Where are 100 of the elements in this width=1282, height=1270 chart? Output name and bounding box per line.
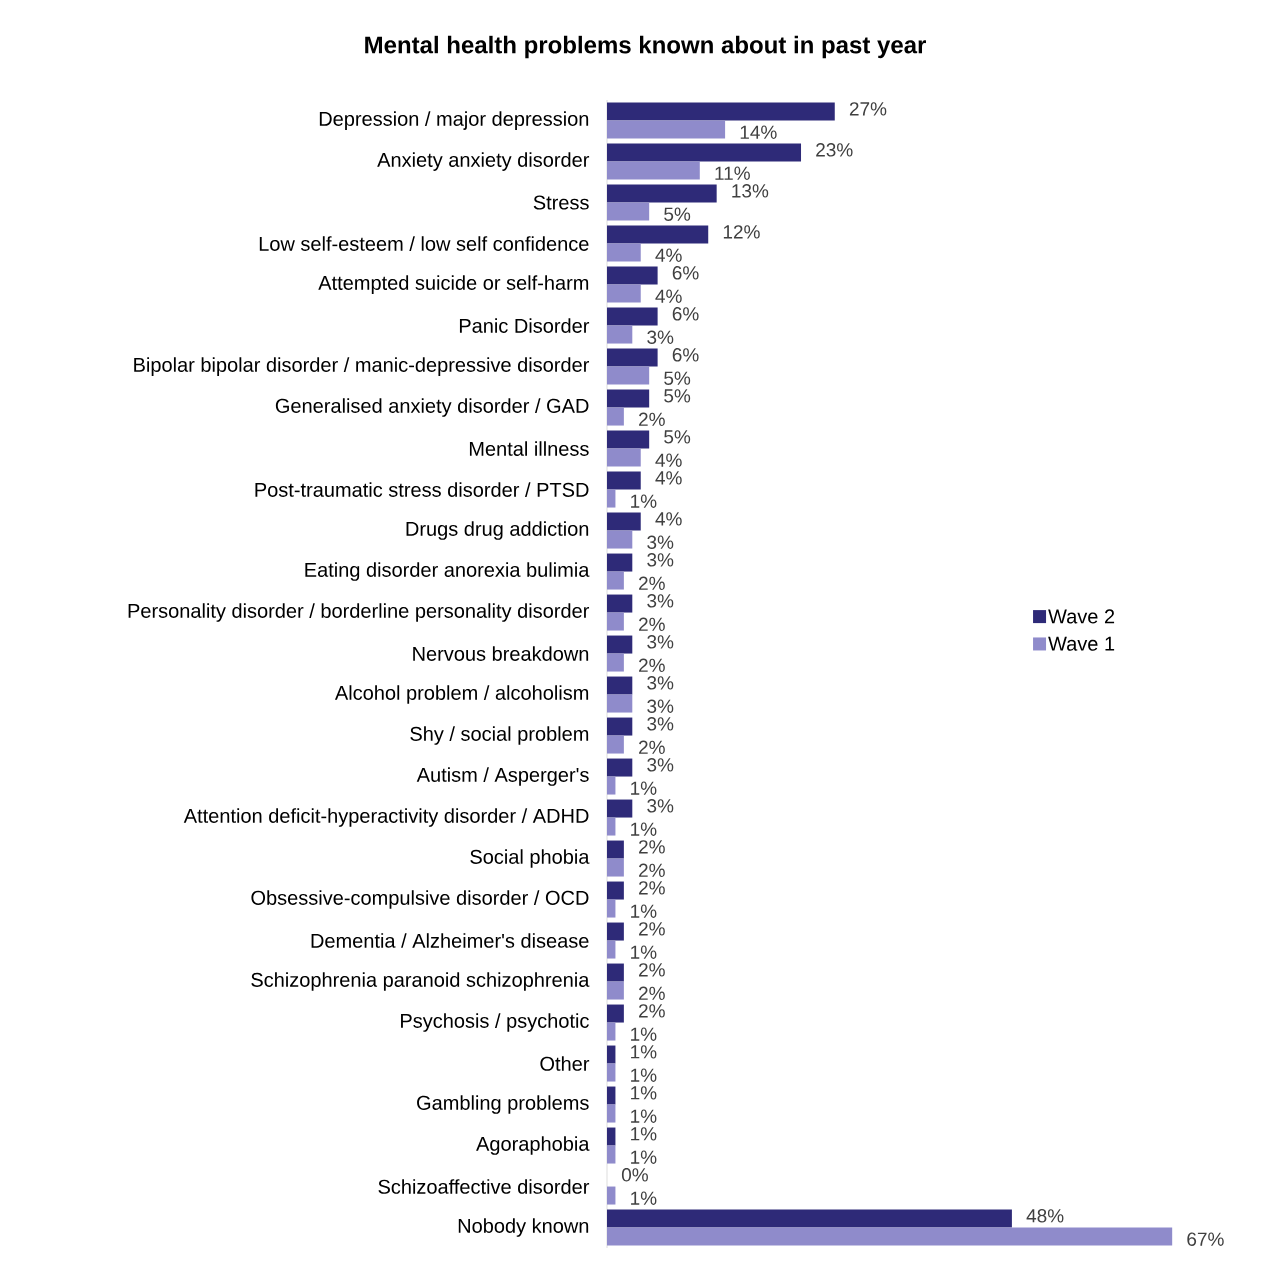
data-label: 2% bbox=[639, 412, 665, 426]
bar bbox=[607, 1209, 1012, 1228]
data-label: 3% bbox=[647, 717, 674, 731]
bar bbox=[607, 881, 624, 900]
data-label: 12% bbox=[723, 225, 760, 239]
data-label: 27% bbox=[849, 102, 887, 116]
data-label: 4% bbox=[655, 512, 682, 526]
bar bbox=[607, 981, 624, 1000]
data-label: 6% bbox=[672, 348, 699, 362]
data-label: 3% bbox=[647, 676, 674, 690]
data-label: 48% bbox=[1026, 1209, 1064, 1223]
y-tick-label: Social phobia bbox=[470, 849, 590, 868]
chart-title: Mental health problems known about in past year bbox=[365, 35, 927, 59]
bar bbox=[607, 307, 658, 326]
data-label: 23% bbox=[816, 143, 853, 157]
bar bbox=[607, 161, 700, 180]
data-label: 1% bbox=[631, 822, 657, 836]
data-label: 1% bbox=[631, 904, 657, 918]
data-label: 1% bbox=[631, 1191, 657, 1205]
data-label: 14% bbox=[740, 125, 777, 139]
y-tick-label: Nobody known bbox=[458, 1218, 589, 1237]
data-label: 2% bbox=[639, 840, 665, 854]
bar bbox=[607, 1004, 624, 1023]
y-tick-label: Panic Disorder bbox=[459, 318, 590, 333]
bar bbox=[607, 635, 633, 654]
data-label: 67% bbox=[1187, 1232, 1224, 1246]
data-label: 1% bbox=[631, 1068, 657, 1082]
y-tick-label: Schizophrenia paranoid schizophrenia bbox=[251, 972, 590, 991]
y-tick-label: Psychosis / psychotic bbox=[401, 1013, 589, 1032]
bar bbox=[607, 717, 633, 736]
bar bbox=[607, 143, 802, 162]
bar bbox=[607, 858, 624, 877]
bar bbox=[607, 553, 633, 572]
data-label: 0% bbox=[621, 1168, 648, 1182]
bar bbox=[607, 1022, 616, 1041]
data-label: 5% bbox=[664, 389, 691, 403]
data-label: 2% bbox=[639, 881, 665, 895]
bar bbox=[607, 571, 624, 590]
data-label: 1% bbox=[631, 781, 657, 795]
bar bbox=[607, 407, 624, 426]
data-label: 2% bbox=[639, 1004, 665, 1018]
data-label: 2% bbox=[639, 922, 665, 936]
data-label: 13% bbox=[732, 184, 769, 198]
y-tick-label: Post-traumatic stress disorder / PTSD bbox=[255, 482, 589, 497]
bar bbox=[607, 225, 709, 244]
bar bbox=[607, 530, 633, 549]
data-label: 1% bbox=[631, 1150, 657, 1164]
data-label: 2% bbox=[639, 963, 665, 977]
bar bbox=[607, 799, 633, 818]
data-label: 2% bbox=[639, 740, 665, 754]
bar bbox=[607, 448, 641, 467]
bar bbox=[607, 366, 650, 385]
y-tick-label: Bipolar bipolar disorder / manic-depressive disorder bbox=[134, 357, 590, 376]
data-label: 1% bbox=[631, 494, 657, 508]
data-label: 4% bbox=[655, 248, 682, 262]
bar bbox=[607, 512, 641, 531]
data-label: 2% bbox=[639, 576, 665, 590]
data-label: 3% bbox=[647, 758, 674, 772]
bar bbox=[607, 284, 641, 303]
bar bbox=[607, 1227, 1173, 1246]
bar bbox=[607, 899, 616, 918]
bar bbox=[607, 120, 726, 139]
y-tick-label: Eating disorder anorexia bulimia bbox=[305, 562, 590, 581]
data-label: 1% bbox=[631, 1045, 657, 1059]
bar bbox=[607, 184, 717, 203]
bar bbox=[607, 594, 633, 613]
data-label: 6% bbox=[672, 307, 699, 321]
data-label: 2% bbox=[639, 658, 665, 672]
y-tick-label: Low self-esteem / low self confidence bbox=[259, 236, 589, 251]
bar bbox=[607, 776, 616, 795]
data-label: 6% bbox=[672, 266, 699, 280]
y-tick-label: Depression / major depression bbox=[319, 111, 589, 130]
y-tick-label: Alcohol problem / alcoholism bbox=[334, 685, 589, 704]
y-tick-label: Attempted suicide or self-harm bbox=[318, 275, 589, 294]
bar bbox=[607, 430, 650, 449]
bar bbox=[607, 389, 650, 408]
data-label: 4% bbox=[655, 453, 682, 467]
data-label: 3% bbox=[647, 799, 674, 813]
y-tick-label: Attention deficit-hyperactivity disorder / ADHD bbox=[183, 808, 589, 827]
data-label: 4% bbox=[655, 471, 682, 485]
data-label: 3% bbox=[647, 535, 674, 549]
data-label: 1% bbox=[631, 1027, 657, 1041]
y-tick-label: Anxiety anxiety disorder bbox=[377, 152, 590, 171]
bar bbox=[607, 102, 835, 121]
data-label: 1% bbox=[631, 1127, 657, 1141]
data-label: 3% bbox=[647, 635, 674, 649]
bar bbox=[607, 735, 624, 754]
bar bbox=[607, 940, 616, 959]
bar bbox=[607, 612, 624, 631]
bar bbox=[607, 676, 633, 695]
bar bbox=[607, 471, 641, 490]
data-label: 3% bbox=[647, 699, 674, 713]
data-label: 2% bbox=[639, 863, 665, 877]
bar bbox=[607, 922, 624, 941]
y-tick-label: Agoraphobia bbox=[476, 1136, 590, 1155]
bar bbox=[607, 653, 624, 672]
data-label: 3% bbox=[647, 553, 674, 567]
y-tick-label: Dementia / Alzheimer's disease bbox=[311, 933, 589, 948]
data-label: 5% bbox=[664, 430, 691, 444]
y-tick-label: Autism / Asperger's bbox=[416, 767, 589, 786]
